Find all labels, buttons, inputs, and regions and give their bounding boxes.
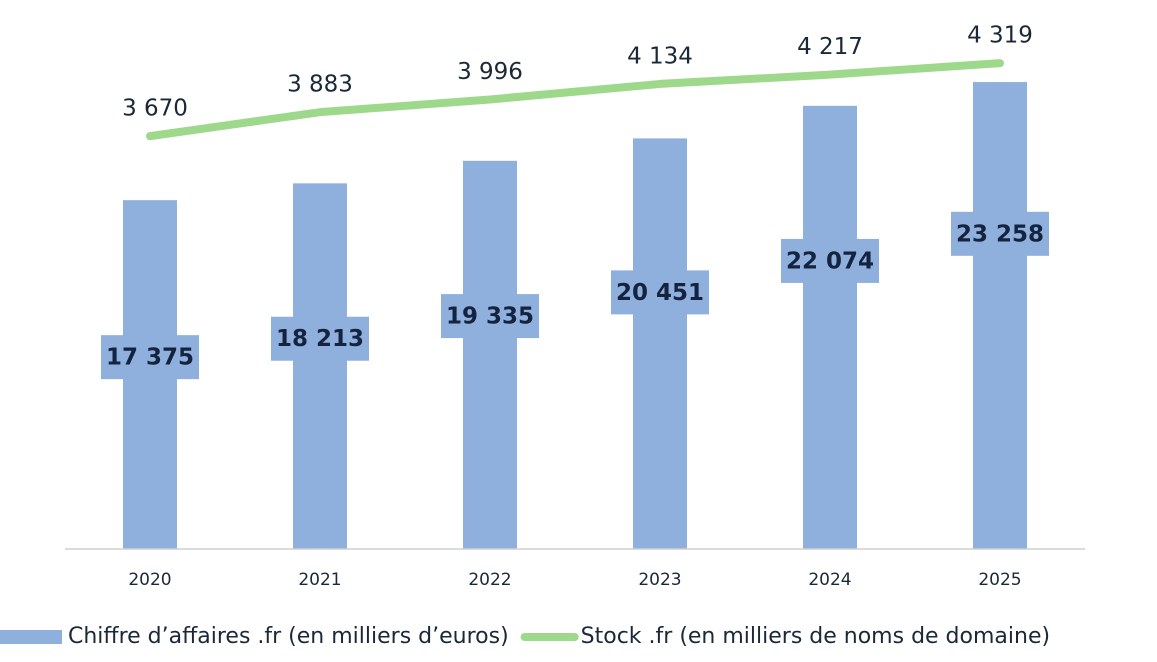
x-tick-label: 2022 bbox=[468, 570, 511, 590]
data-label: 20 451 bbox=[616, 280, 704, 306]
data-label-box bbox=[271, 316, 369, 361]
bar bbox=[293, 183, 347, 550]
x-tick-label: 2023 bbox=[638, 570, 681, 590]
bar bbox=[463, 160, 517, 550]
data-label: 23 258 bbox=[956, 221, 1044, 247]
data-label: 4 134 bbox=[627, 43, 693, 69]
data-label: 17 375 bbox=[106, 345, 194, 371]
data-label: 4 319 bbox=[967, 23, 1033, 49]
data-label-box bbox=[611, 270, 709, 315]
legend-label: Chiffre d’affaires .fr (en milliers d’eu… bbox=[68, 624, 509, 649]
data-label-box bbox=[441, 294, 539, 339]
data-label: 3 883 bbox=[287, 72, 353, 98]
bar bbox=[803, 105, 857, 550]
bar bbox=[633, 138, 687, 549]
x-tick-label: 2025 bbox=[978, 570, 1021, 590]
data-label: 18 213 bbox=[276, 326, 364, 352]
data-label-box bbox=[101, 335, 199, 380]
x-tick-label: 2024 bbox=[808, 570, 851, 590]
data-label: 3 996 bbox=[457, 59, 523, 85]
data-label-box bbox=[781, 238, 879, 283]
x-tick-label: 2020 bbox=[128, 570, 171, 590]
data-label: 22 074 bbox=[786, 248, 874, 274]
legend-swatch bbox=[0, 630, 62, 644]
data-label: 19 335 bbox=[446, 304, 534, 330]
x-tick-label: 2021 bbox=[298, 570, 341, 590]
legend-label: Stock .fr (en milliers de noms de domain… bbox=[581, 624, 1050, 649]
line bbox=[146, 59, 1004, 141]
data-label-box bbox=[951, 211, 1049, 256]
data-label: 4 217 bbox=[797, 34, 863, 60]
bar bbox=[973, 82, 1027, 549]
data-label: 3 670 bbox=[122, 96, 188, 122]
